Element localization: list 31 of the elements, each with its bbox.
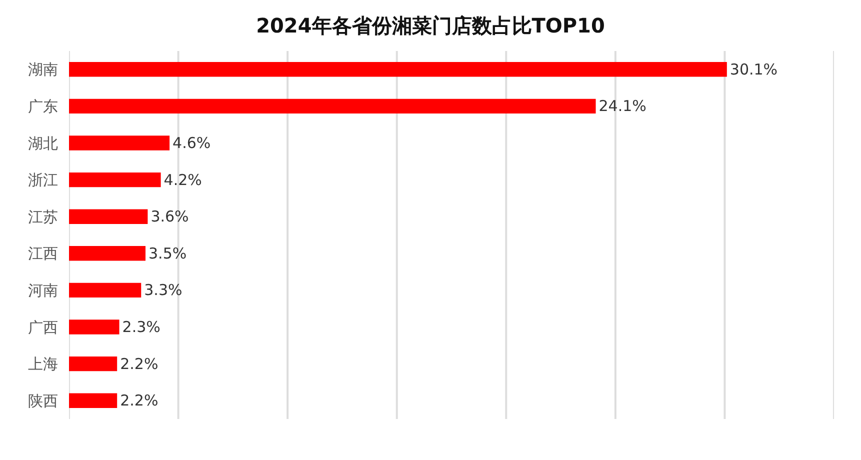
bar bbox=[69, 246, 146, 261]
data-label: 4.6% bbox=[172, 134, 211, 152]
bar bbox=[69, 209, 148, 224]
y-tick-label: 江苏 bbox=[28, 208, 58, 226]
data-label: 2.2% bbox=[120, 392, 158, 410]
data-label: 3.6% bbox=[150, 208, 189, 226]
bar bbox=[69, 98, 596, 114]
data-label: 2.2% bbox=[120, 354, 158, 373]
y-tick-label: 河南 bbox=[28, 281, 58, 300]
data-label: 2.3% bbox=[122, 318, 160, 336]
y-tick-label: 陕西 bbox=[28, 392, 58, 410]
bar bbox=[69, 282, 142, 298]
y-tick-label: 广东 bbox=[28, 97, 58, 116]
bar bbox=[69, 172, 161, 188]
bar bbox=[69, 62, 727, 77]
y-tick-label: 江西 bbox=[28, 244, 58, 263]
data-label: 3.5% bbox=[148, 244, 187, 262]
data-label: 4.2% bbox=[164, 170, 202, 189]
bar bbox=[69, 136, 170, 150]
bar bbox=[69, 356, 118, 372]
y-tick-label: 湖北 bbox=[28, 134, 58, 152]
bar bbox=[69, 393, 118, 408]
bar bbox=[69, 320, 120, 334]
data-label: 30.1% bbox=[730, 60, 778, 78]
y-tick-label: 湖南 bbox=[28, 60, 58, 79]
chart-title: 2024年各省份湘菜门店数占比TOP10 bbox=[256, 13, 605, 38]
y-tick-label: 浙江 bbox=[28, 171, 58, 190]
data-label: 3.3% bbox=[144, 281, 182, 300]
y-tick-label: 上海 bbox=[28, 355, 58, 374]
y-tick-label: 广西 bbox=[28, 318, 58, 336]
data-label: 24.1% bbox=[598, 97, 646, 116]
